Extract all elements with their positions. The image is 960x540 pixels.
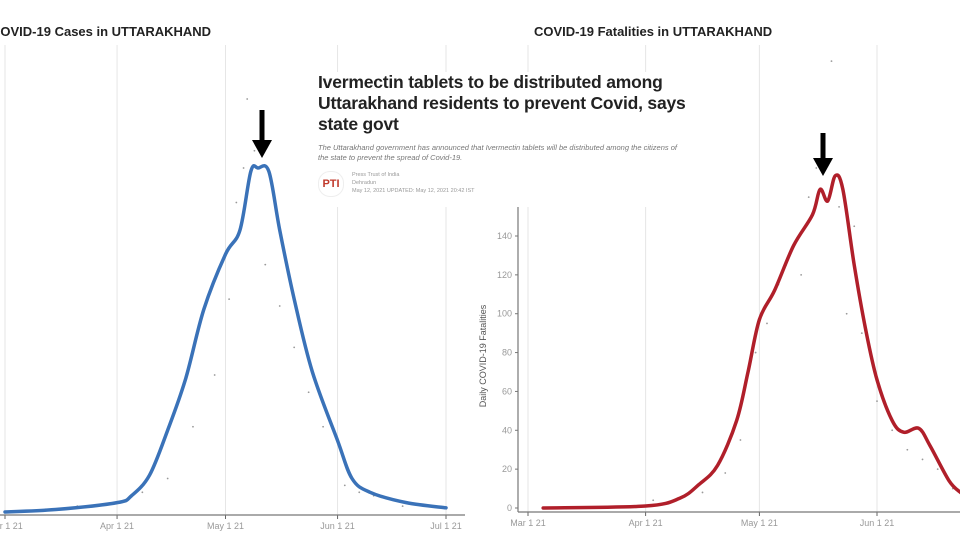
- cases-data-point: [401, 505, 404, 507]
- fatalities-x-tick-label: Jun 1 21: [860, 518, 895, 528]
- fatalities-data-point: [830, 60, 833, 63]
- cases-x-tick-label: Mar 1 21: [0, 521, 23, 531]
- cases-data-point: [358, 491, 361, 494]
- cases-series-line: [3, 164, 448, 514]
- cases-data-point: [322, 425, 324, 428]
- fatalities-y-tick-label: 140: [497, 231, 512, 241]
- cases-peak-arrow-icon: [252, 140, 272, 158]
- fatalities-data-point: [724, 472, 727, 474]
- fatalities-y-tick-label: 100: [497, 309, 512, 319]
- cases-data-point: [278, 305, 281, 307]
- cases-data-point: [166, 477, 169, 480]
- cases-data-point: [235, 201, 238, 204]
- cases-data-point: [242, 167, 245, 169]
- cases-data-point: [228, 298, 231, 300]
- fatalities-data-point: [807, 196, 810, 199]
- article-headline[interactable]: Ivermectin tablets to be distributed amo…: [318, 72, 686, 134]
- fatalities-y-tick-label: 0: [507, 503, 512, 513]
- article-source: PTI Press Trust of India Dehradun May 12…: [318, 171, 688, 197]
- cases-data-point: [307, 391, 310, 394]
- cases-data-point: [141, 491, 144, 494]
- fatalities-data-point: [800, 273, 803, 276]
- fatalities-data-point: [766, 322, 768, 325]
- cases-data-point: [253, 149, 256, 152]
- fatalities-chart-title: COVID-19 Fatalities in UTTARAKHAND: [534, 24, 772, 39]
- fatalities-data-point: [754, 351, 757, 354]
- source-location: Dehradun: [352, 180, 377, 186]
- fatalities-data-point: [838, 205, 840, 208]
- cases-chart-title: COVID-19 Cases in UTTARAKHAND: [0, 24, 211, 39]
- fatalities-data-point: [652, 499, 655, 502]
- pti-logo: PTI: [318, 171, 344, 197]
- fatalities-x-tick-label: May 1 21: [741, 518, 778, 528]
- news-article-overlay: Ivermectin tablets to be distributed amo…: [318, 72, 688, 207]
- cases-data-point: [246, 98, 249, 100]
- fatalities-data-point: [891, 429, 894, 432]
- fatalities-series-line: [541, 173, 960, 510]
- fatalities-chart: COVID-19 Fatalities in UTTARAKHAND Daily…: [478, 24, 960, 528]
- fatalities-y-tick-label: 40: [502, 425, 512, 435]
- fatalities-data-point: [906, 448, 909, 451]
- fatalities-peak-arrow-icon: [813, 158, 833, 176]
- fatalities-data-point: [739, 439, 742, 441]
- fatalities-data-point: [845, 312, 848, 315]
- cases-data-point: [264, 263, 267, 266]
- fatalities-y-tick-label: 60: [502, 386, 512, 396]
- fatalities-y-tick-label: 80: [502, 348, 512, 358]
- fatalities-x-tick-label: Mar 1 21: [510, 518, 546, 528]
- cases-x-tick-label: May 1 21: [207, 521, 244, 531]
- fatalities-y-tick-label: 120: [497, 270, 512, 280]
- fatalities-data-point: [701, 491, 704, 494]
- cases-data-point: [343, 484, 346, 487]
- fatalities-data-point: [936, 468, 939, 471]
- cases-data-point: [293, 346, 296, 349]
- fatalities-y-tick-label: 20: [502, 464, 512, 474]
- fatalities-data-point: [921, 458, 924, 461]
- fatalities-data-point: [815, 167, 818, 169]
- article-date: May 12, 2021 UPDATED: May 12, 2021 20:42…: [352, 188, 475, 194]
- fatalities-data-point: [853, 225, 856, 228]
- fatalities-x-tick-label: Apr 1 21: [629, 518, 663, 528]
- cases-data-point: [192, 425, 194, 428]
- fatalities-data-point: [876, 400, 878, 403]
- cases-x-tick-label: Jul 1 21: [430, 521, 462, 531]
- cases-data-point: [213, 374, 216, 376]
- cases-x-tick-label: Apr 1 21: [100, 521, 134, 531]
- fatalities-y-axis-label: Daily COVID-19 Fatalities: [478, 304, 488, 407]
- cases-x-tick-label: Jun 1 21: [320, 521, 355, 531]
- article-summary: The Uttarakhand government has announced…: [318, 143, 677, 162]
- fatalities-data-point: [860, 332, 863, 335]
- source-name: Press Trust of India: [352, 172, 400, 178]
